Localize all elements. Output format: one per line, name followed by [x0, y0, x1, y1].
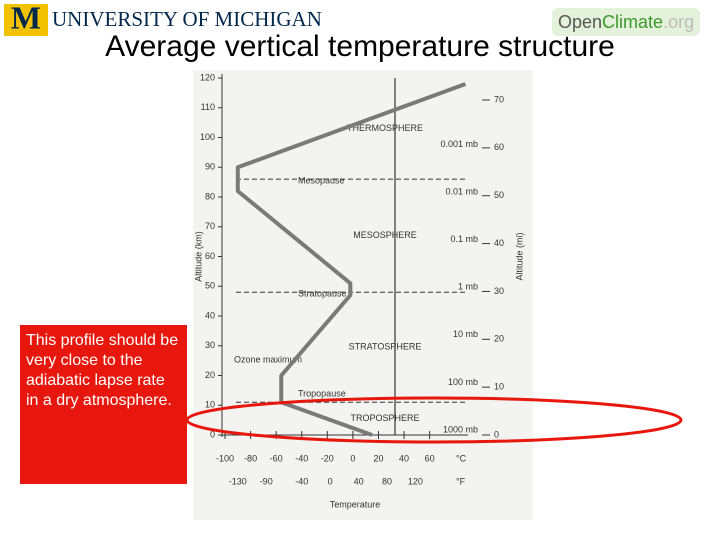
x-tick-label-f: -40 — [295, 476, 308, 486]
site-name: OpenClimate.org — [558, 12, 694, 32]
y2-tick-label: 30 — [494, 286, 504, 296]
pressure-label: 10 mb — [453, 329, 478, 339]
temperature-profile — [235, 82, 467, 437]
site-open: Open — [558, 12, 602, 32]
ozone-label: Ozone maximum — [234, 354, 302, 364]
y2-tick-label: 60 — [494, 142, 504, 152]
university-name: UNIVERSITY OF MICHIGAN — [52, 7, 322, 31]
layer-label: THERMOSPHERE — [347, 123, 423, 133]
logo-block — [4, 4, 48, 36]
y2-tick-label: 70 — [494, 94, 504, 104]
pressure-label: 1 mb — [458, 282, 478, 292]
x-tick-label: 40 — [399, 453, 409, 463]
logo-box — [552, 8, 700, 36]
boundary-label: Mesopause — [298, 176, 345, 186]
pressure-label: 0.1 mb — [450, 234, 478, 244]
x-tick-label: 60 — [425, 453, 435, 463]
site-climate: Climate — [602, 12, 663, 32]
layer-label: MESOSPHERE — [353, 230, 417, 240]
y-tick-label: 110 — [201, 102, 215, 112]
x-tick-label-f: 80 — [382, 476, 392, 486]
y-tick-label: 50 — [205, 281, 215, 291]
x-unit: °C — [456, 453, 467, 463]
y2-tick-label: 20 — [494, 334, 504, 344]
slide-title: Average vertical temperature structure — [105, 30, 615, 63]
y2-axis-title: Altitude (mi) — [514, 232, 524, 280]
layer-label: TROPOSPHERE — [350, 413, 419, 423]
boundary-label: Tropopause — [298, 389, 346, 399]
um-logo: M UNIVERSITY OF MICHIGAN — [4, 0, 322, 36]
x-tick-label-f: 40 — [354, 476, 364, 486]
y2-tick-label: 40 — [494, 238, 504, 248]
y-tick-label: 10 — [205, 400, 215, 410]
y-tick-label: 0 — [210, 429, 215, 439]
x-tick-label-f: -130 — [229, 476, 247, 486]
x-axis-title: Temperature — [330, 499, 381, 509]
y-tick-label: 80 — [205, 191, 215, 201]
x-tick-label-f: 0 — [328, 476, 333, 486]
y-axis-title: Altitude (km) — [193, 231, 203, 282]
callout: This profile should be very close to the… — [20, 325, 187, 484]
pressure-label: 0.01 mb — [445, 186, 478, 196]
y2-tick-label: 0 — [494, 429, 499, 439]
pressure-label: 1000 mb — [443, 424, 478, 434]
x-tick-label: -20 — [321, 453, 334, 463]
site-domain: .org — [663, 12, 694, 32]
y2-tick-label: 50 — [494, 190, 504, 200]
y-tick-label: 20 — [205, 370, 215, 380]
x-unit-f: °F — [456, 476, 466, 486]
y2-tick-label: 10 — [494, 382, 504, 392]
figure-background — [193, 70, 533, 520]
x-tick-label: 20 — [373, 453, 383, 463]
x-tick-label: -100 — [216, 453, 234, 463]
y-tick-label: 60 — [205, 251, 215, 261]
pressure-label: 100 mb — [448, 377, 478, 387]
y-tick-label: 40 — [205, 310, 215, 320]
y-tick-label: 70 — [205, 221, 215, 231]
pressure-label: 0.001 mb — [440, 139, 478, 149]
x-tick-label: 0 — [350, 453, 355, 463]
boundary-label: Stratopause — [298, 289, 347, 299]
openclimate-logo: OpenClimate.org — [552, 8, 700, 36]
y-tick-label: 30 — [205, 340, 215, 350]
x-tick-label: -60 — [270, 453, 283, 463]
y-tick-label: 90 — [205, 162, 215, 172]
highlight-ellipse — [185, 396, 683, 444]
x-tick-label-f: 120 — [408, 476, 423, 486]
layer-label: STRATOSPHERE — [349, 342, 422, 352]
x-tick-label-f: -90 — [260, 476, 273, 486]
x-tick-label: -40 — [295, 453, 308, 463]
y-tick-label: 120 — [200, 72, 215, 82]
logo-initial: M — [11, 0, 41, 35]
y-tick-label: 100 — [200, 132, 215, 142]
x-tick-label: -80 — [244, 453, 257, 463]
